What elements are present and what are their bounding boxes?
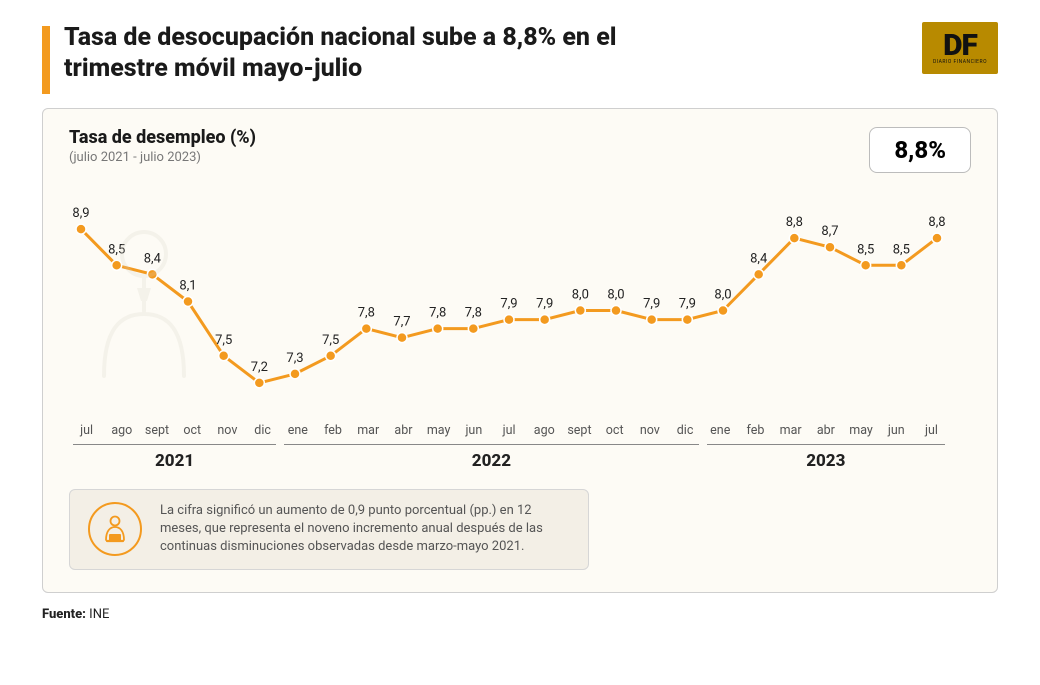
watermark-person-icon [69,226,219,386]
note-person-laptop-icon [88,502,142,556]
chart-marker [468,324,478,334]
page-title: Tasa de desocupación nacional sube a 8,8… [64,22,624,85]
chart-value-label: 7,5 [322,333,339,348]
chart-marker [754,269,764,279]
chart-value-label: 7,8 [358,306,375,321]
year-segment: 2021 [69,444,280,471]
logo-text: DF [943,32,977,59]
chart-value-label: 8,8 [786,215,803,230]
x-axis-tick: abr [808,423,843,438]
note-text: La cifra significó un aumento de 0,9 pun… [160,502,570,557]
chart-marker [290,369,300,379]
chart-marker [540,315,550,325]
chart-marker [682,315,692,325]
chart-marker [896,260,906,270]
chart-value-label: 7,3 [286,351,303,366]
accent-bar [42,26,50,94]
x-axis-tick: sept [562,423,597,438]
year-label: 2021 [69,451,280,471]
chart-marker [254,378,264,388]
chart-value-label: 8,7 [821,224,838,239]
chart-value-label: 8,0 [714,288,731,303]
chart-value-label: 8,4 [750,251,768,266]
logo-subtext: DIARIO FINANCIERO [933,59,987,65]
x-axis-tick: dic [245,423,280,438]
year-label: 2022 [280,451,702,471]
chart-area: 8,98,58,48,17,57,27,37,57,87,77,87,87,97… [69,181,949,421]
x-axis-tick: ago [527,423,562,438]
year-line [284,444,698,445]
title-wrap: Tasa de desocupación nacional sube a 8,8… [42,22,624,94]
x-axis-labels: julagoseptoctnovdicenefebmarabrmayjunjul… [69,423,949,438]
subtitle-block: Tasa de desempleo (%) (julio 2021 - juli… [69,127,256,165]
year-line [707,444,945,445]
chart-value-label: 8,8 [928,215,945,230]
x-axis-tick: mar [351,423,386,438]
x-axis-tick: may [421,423,456,438]
x-axis-tick: abr [386,423,421,438]
x-axis-tick: feb [315,423,350,438]
chart-value-label: 7,2 [251,360,268,375]
chart-marker [433,324,443,334]
chart-value-label: 7,9 [500,297,517,312]
chart-value-label: 8,0 [572,288,589,303]
source-line: Fuente: INE [42,607,998,622]
chart-marker [825,242,835,252]
chart-value-label: 8,5 [857,242,874,257]
x-axis-tick: ago [104,423,139,438]
x-axis-tick: ene [280,423,315,438]
year-segment: 2023 [703,444,949,471]
year-line [73,444,276,445]
year-label: 2023 [703,451,949,471]
chart-range: (julio 2021 - julio 2023) [69,150,256,165]
x-axis-tick: jul [491,423,526,438]
chart-marker [718,306,728,316]
header: Tasa de desocupación nacional sube a 8,8… [0,0,1040,94]
chart-marker [326,351,336,361]
x-axis-tick: mar [773,423,808,438]
chart-subtitle: Tasa de desempleo (%) [69,127,256,148]
chart-value-label: 7,8 [429,306,446,321]
x-axis-tick: jun [879,423,914,438]
chart-value-label: 7,9 [643,297,660,312]
chart-value-label: 7,8 [465,306,482,321]
chart-marker [504,315,514,325]
x-axis-tick: oct [597,423,632,438]
highlight-badge: 8,8% [869,127,971,173]
year-axis: 202120222023 [69,444,949,471]
x-axis-tick: ene [703,423,738,438]
chart-value-label: 8,5 [893,242,910,257]
x-axis-tick: nov [632,423,667,438]
logo: DF DIARIO FINANCIERO [922,22,998,74]
chart-marker [219,351,229,361]
x-axis-tick: jul [69,423,104,438]
chart-marker [575,306,585,316]
x-axis-tick: feb [738,423,773,438]
year-segment: 2022 [280,444,702,471]
chart-value-label: 7,9 [536,297,553,312]
chart-value-label: 7,9 [679,297,696,312]
x-axis-tick: oct [175,423,210,438]
chart-value-label: 8,0 [607,288,624,303]
x-axis-tick: jun [456,423,491,438]
chart-marker [361,324,371,334]
chart-marker [932,233,942,243]
x-axis-tick: nov [210,423,245,438]
source-prefix: Fuente: [42,607,86,622]
chart-marker [397,333,407,343]
chart-panel: Tasa de desempleo (%) (julio 2021 - juli… [42,108,998,593]
chart-value-label: 7,7 [393,315,410,330]
note-box: La cifra significó un aumento de 0,9 pun… [69,489,589,570]
panel-head: Tasa de desempleo (%) (julio 2021 - juli… [69,127,971,173]
x-axis-tick: dic [667,423,702,438]
x-axis-tick: jul [914,423,949,438]
chart-value-label: 8,9 [72,206,89,221]
chart-marker [647,315,657,325]
chart-marker [789,233,799,243]
chart-marker [861,260,871,270]
source-name: INE [89,607,109,622]
x-axis-tick: may [843,423,878,438]
chart-marker [611,306,621,316]
x-axis-tick: sept [139,423,174,438]
